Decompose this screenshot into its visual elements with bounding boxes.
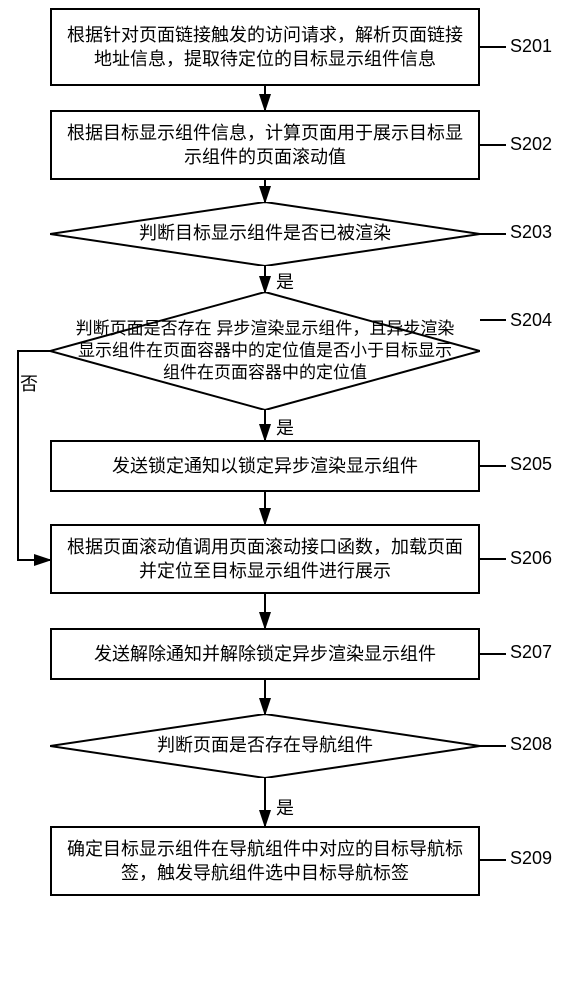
edge-label-no-1: 否 <box>20 370 38 396</box>
flow-node-s208: 判断页面是否存在导航组件 <box>50 714 480 778</box>
flow-node-s205: 发送锁定通知以锁定异步渲染显示组件 <box>50 440 480 492</box>
node-text: 根据目标显示组件信息，计算页面用于展示目标显示组件的页面滚动值 <box>62 121 468 170</box>
flow-node-s204: 判断页面是否存在 异步渲染显示组件，且异步渲染显示组件在页面容器中的定位值是否小… <box>50 292 480 410</box>
step-label-s205: S205 <box>510 454 552 475</box>
edge-label-yes-2: 是 <box>276 414 294 440</box>
node-text: 发送锁定通知以锁定异步渲染显示组件 <box>112 454 418 478</box>
node-text: 确定目标显示组件在导航组件中对应的目标导航标签，触发导航组件选中目标导航标签 <box>62 837 468 886</box>
step-label-s201: S201 <box>510 36 552 57</box>
step-label-s208: S208 <box>510 734 552 755</box>
node-text: 根据针对页面链接触发的访问请求，解析页面链接地址信息，提取待定位的目标显示组件信… <box>62 23 468 72</box>
flow-node-s201: 根据针对页面链接触发的访问请求，解析页面链接地址信息，提取待定位的目标显示组件信… <box>50 8 480 86</box>
node-text: 判断页面是否存在导航组件 <box>157 734 373 757</box>
flow-node-s206: 根据页面滚动值调用页面滚动接口函数，加载页面并定位至目标显示组件进行展示 <box>50 524 480 594</box>
node-text: 判断页面是否存在 异步渲染显示组件，且异步渲染显示组件在页面容器中的定位值是否小… <box>70 318 460 384</box>
flow-node-s203: 判断目标显示组件是否已被渲染 <box>50 202 480 266</box>
flow-node-s207: 发送解除通知并解除锁定异步渲染显示组件 <box>50 628 480 680</box>
edge-label-yes-3: 是 <box>276 794 294 820</box>
step-label-s203: S203 <box>510 222 552 243</box>
step-label-s204: S204 <box>510 310 552 331</box>
node-text: 发送解除通知并解除锁定异步渲染显示组件 <box>94 642 436 666</box>
step-label-s206: S206 <box>510 548 552 569</box>
edge-label-yes-1: 是 <box>276 268 294 294</box>
flow-node-s209: 确定目标显示组件在导航组件中对应的目标导航标签，触发导航组件选中目标导航标签 <box>50 826 480 896</box>
node-text: 判断目标显示组件是否已被渲染 <box>139 222 391 245</box>
step-label-s209: S209 <box>510 848 552 869</box>
flow-node-s202: 根据目标显示组件信息，计算页面用于展示目标显示组件的页面滚动值 <box>50 110 480 180</box>
step-label-s202: S202 <box>510 134 552 155</box>
node-text: 根据页面滚动值调用页面滚动接口函数，加载页面并定位至目标显示组件进行展示 <box>62 535 468 584</box>
step-label-s207: S207 <box>510 642 552 663</box>
